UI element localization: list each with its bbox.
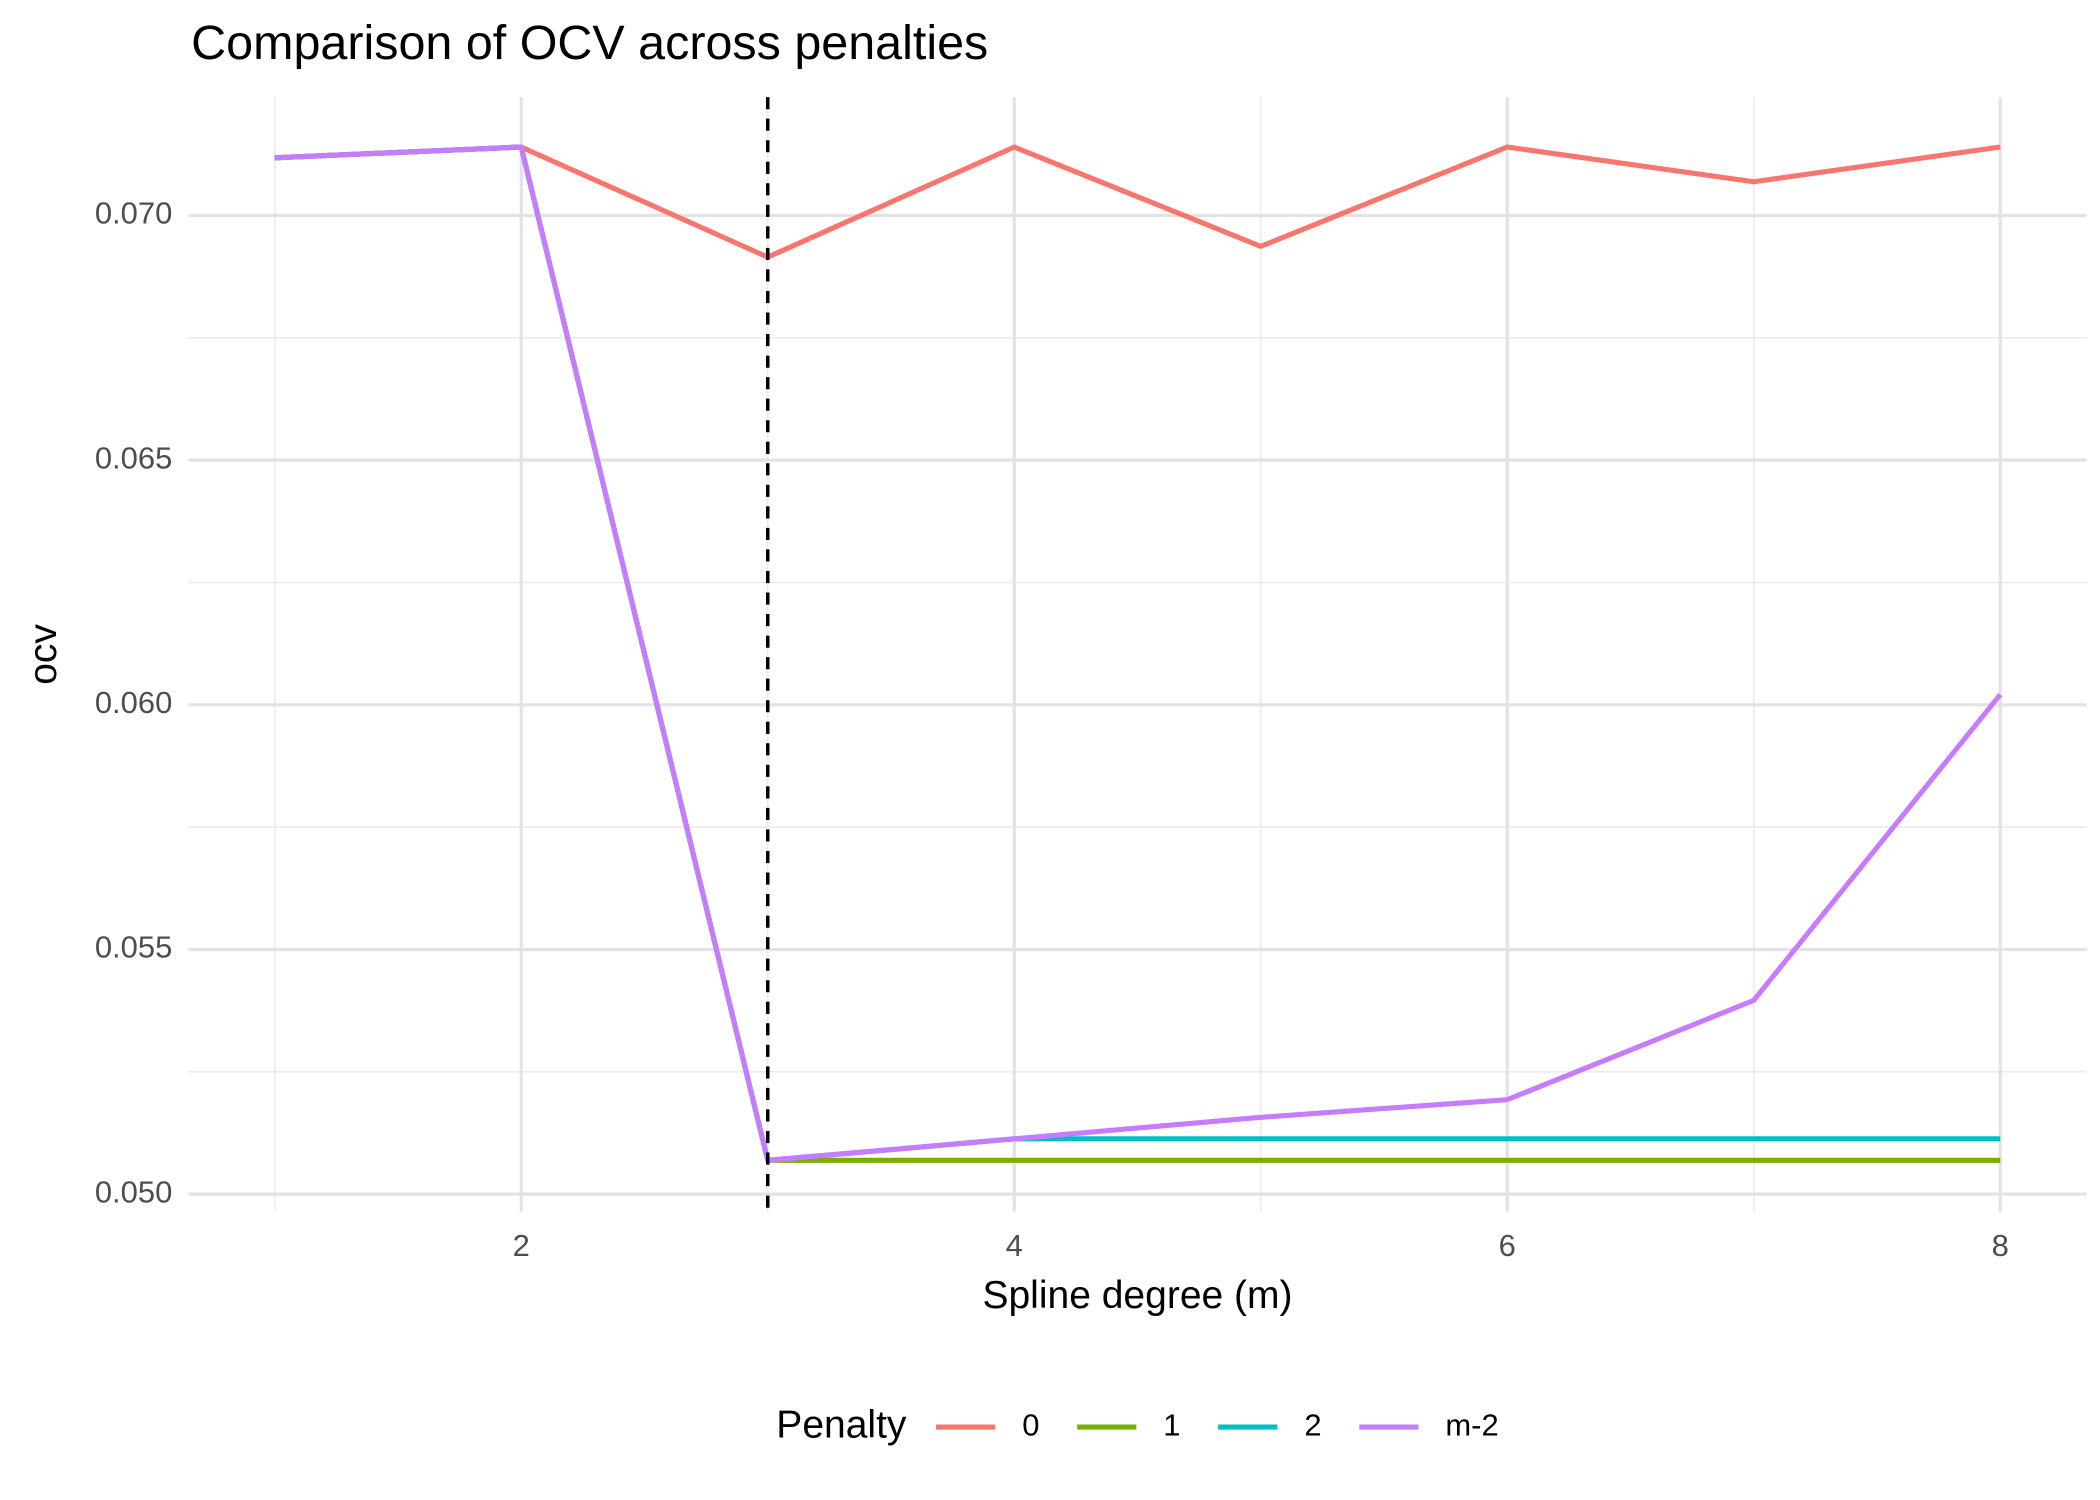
y-tick-label: 0.070 [95, 196, 172, 231]
y-tick-label: 0.055 [95, 930, 172, 965]
y-axis-label: ocv [22, 624, 65, 685]
x-tick-label: 2 [513, 1228, 530, 1263]
legend-label: 1 [1163, 1407, 1180, 1442]
chart-title: Comparison of OCV across penalties [191, 16, 988, 70]
x-axis-label: Spline degree (m) [982, 1274, 1292, 1317]
series-line [274, 144, 2003, 1163]
legend-label: 2 [1304, 1407, 1321, 1442]
series-line [274, 144, 2001, 1163]
x-tick-label: 4 [1006, 1228, 1023, 1263]
x-tick-label: 8 [1992, 1228, 2009, 1263]
legend-label: m-2 [1445, 1407, 1498, 1442]
series-line [274, 144, 2001, 260]
y-tick-label: 0.050 [95, 1174, 172, 1209]
legend-title: Penalty [776, 1403, 907, 1446]
legend: Penalty 0 1 2 m-2 [776, 1403, 1498, 1446]
legend-label: 0 [1022, 1407, 1039, 1442]
series-line [274, 144, 2001, 1163]
y-tick-label: 0.060 [95, 685, 172, 720]
x-tick-label: 6 [1499, 1228, 1516, 1263]
y-tick-label: 0.065 [95, 440, 172, 475]
